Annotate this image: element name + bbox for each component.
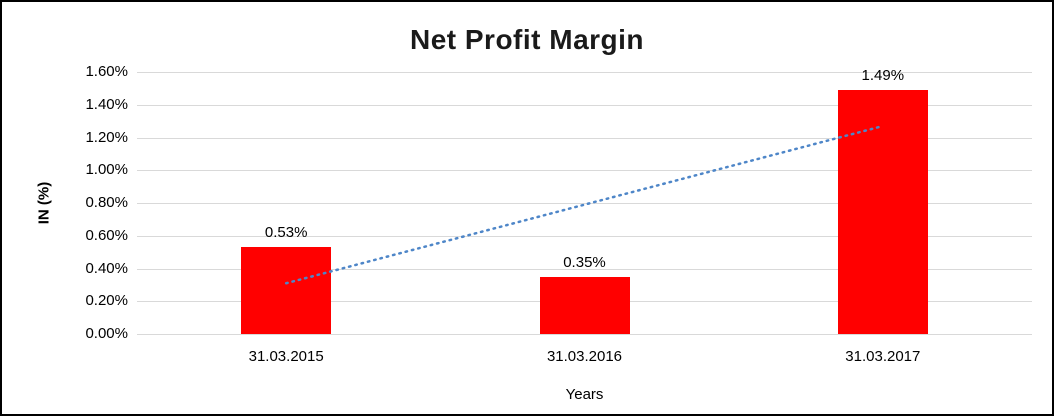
- gridline: [137, 235, 1032, 237]
- x-axis-title: Years: [565, 386, 604, 403]
- gridline: [137, 170, 1032, 172]
- bar-31.03.2017: [837, 90, 928, 334]
- x-tick-label: 31.03.2015: [248, 348, 324, 365]
- gridline: [137, 104, 1032, 106]
- y-tick-label: 1.20%: [85, 128, 128, 146]
- bar-31.03.2016: [539, 276, 630, 334]
- x-tick-label: 31.03.2017: [845, 348, 921, 365]
- x-tick-label: 31.03.2016: [546, 348, 623, 365]
- bar-value-label: 1.49%: [861, 67, 905, 85]
- plot-area: 0.53% 0.35% 1.49%: [137, 67, 1032, 335]
- y-tick-label: 0.20%: [85, 292, 128, 310]
- y-tick-label: 1.60%: [85, 63, 128, 80]
- y-tick-label: 0.80%: [85, 194, 128, 211]
- y-tick-label: 0.60%: [85, 226, 128, 244]
- bar-value-label: 0.53%: [264, 224, 308, 242]
- gridline: [137, 72, 1032, 73]
- y-tick-label: 1.00%: [85, 161, 128, 179]
- bar-31.03.2015: [241, 247, 332, 334]
- y-tick-label: 0.40%: [85, 259, 128, 277]
- gridline: [137, 334, 1032, 335]
- trendline-segment: [284, 124, 885, 285]
- trendline: [284, 124, 885, 285]
- gridline: [137, 137, 1032, 139]
- y-tick-label: 1.40%: [85, 95, 128, 113]
- chart-title: Net Profit Margin: [409, 24, 645, 55]
- bar-value-label: 0.35%: [563, 253, 606, 271]
- gridline: [137, 268, 1032, 270]
- y-tick-label: 0.00%: [85, 325, 128, 342]
- gridline: [137, 203, 1032, 204]
